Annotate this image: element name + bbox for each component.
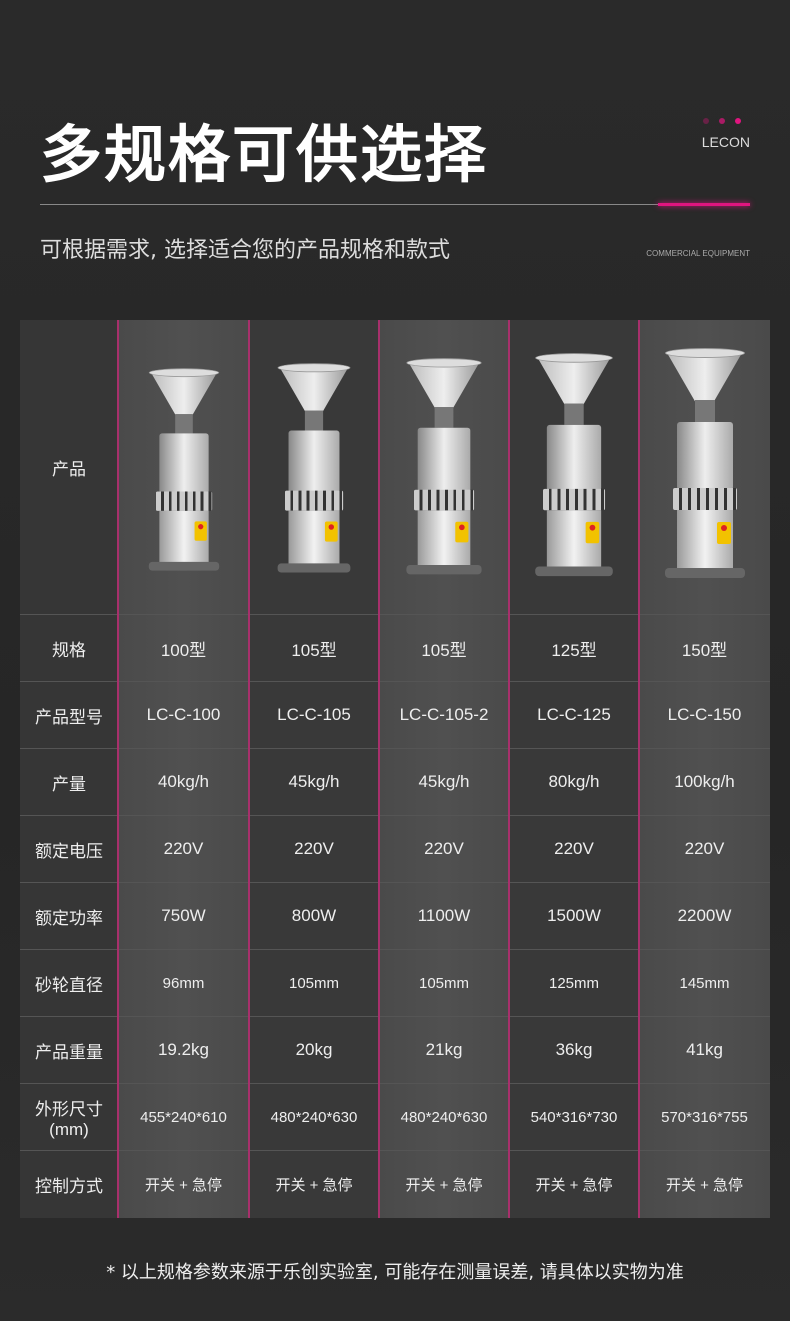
spec-value: 1500W [509, 882, 639, 949]
product-image [639, 320, 770, 614]
grinder-machine-image [397, 353, 491, 588]
accent-divider [658, 203, 750, 206]
spec-value: 45kg/h [379, 748, 509, 815]
spec-value: 80kg/h [509, 748, 639, 815]
row-label: 产品重量 [20, 1016, 118, 1083]
spec-value: 开关 + 急停 [249, 1150, 379, 1218]
spec-value: 1100W [379, 882, 509, 949]
spec-value: 开关 + 急停 [118, 1150, 249, 1218]
column-divider [117, 320, 119, 1218]
spec-value: 220V [509, 815, 639, 882]
product-image [379, 320, 509, 614]
spec-value: 220V [249, 815, 379, 882]
product-image [249, 320, 379, 614]
product-image [118, 320, 249, 614]
spec-value: 125型 [509, 614, 639, 681]
spec-value: LC-C-105-2 [379, 681, 509, 748]
spec-table: 产品 规格 100型 105型 105型 125型 150型 产品型号 LC-C-100 LC-C… [20, 320, 770, 1218]
subtitle: 可根据需求, 选择适合您的产品规格和款式 [40, 238, 450, 263]
row-label: 规格 [20, 614, 118, 681]
decorative-dots [703, 118, 741, 124]
row-label: 砂轮直径 [20, 949, 118, 1016]
spec-value: 41kg [639, 1016, 770, 1083]
spec-value: 480*240*630 [379, 1083, 509, 1150]
row-label: 额定电压 [20, 815, 118, 882]
column-divider [248, 320, 250, 1218]
grinder-machine-image [269, 358, 360, 586]
spec-value: 125mm [509, 949, 639, 1016]
grinder-machine-image [140, 363, 228, 583]
spec-value: 105mm [249, 949, 379, 1016]
spec-value: LC-C-105 [249, 681, 379, 748]
divider [40, 204, 660, 205]
row-label: 产品型号 [20, 681, 118, 748]
brand-logo: LECON [701, 134, 750, 150]
spec-value: 540*316*730 [509, 1083, 639, 1150]
spec-value: 开关 + 急停 [639, 1150, 770, 1218]
spec-value: 开关 + 急停 [379, 1150, 509, 1218]
spec-value: 220V [639, 815, 770, 882]
spec-value: 100kg/h [639, 748, 770, 815]
page-title: 多规格可供选择 [40, 118, 489, 191]
spec-value: 21kg [379, 1016, 509, 1083]
row-label: 产量 [20, 748, 118, 815]
spec-value: 开关 + 急停 [509, 1150, 639, 1218]
spec-value: 570*316*755 [639, 1083, 770, 1150]
spec-value: 220V [379, 815, 509, 882]
spec-value: 19.2kg [118, 1016, 249, 1083]
grinder-machine-image [526, 347, 623, 590]
tagline: COMMERCIAL EQUIPMENT [646, 249, 750, 258]
spec-value: 455*240*610 [118, 1083, 249, 1150]
spec-value: 2200W [639, 882, 770, 949]
row-label: 控制方式 [20, 1150, 118, 1218]
spec-value: 36kg [509, 1016, 639, 1083]
footnote: * 以上规格参数来源于乐创实验室, 可能存在测量误差, 请具体以实物为准 [106, 1262, 684, 1283]
row-label: 产品 [20, 320, 118, 614]
product-image [509, 320, 639, 614]
spec-value: 20kg [249, 1016, 379, 1083]
column-divider [508, 320, 510, 1218]
spec-value: LC-C-125 [509, 681, 639, 748]
spec-value: 45kg/h [249, 748, 379, 815]
spec-value: 105型 [379, 614, 509, 681]
spec-value: 480*240*630 [249, 1083, 379, 1150]
spec-value: 750W [118, 882, 249, 949]
column-divider [378, 320, 380, 1218]
spec-value: LC-C-100 [118, 681, 249, 748]
grinder-machine-image [655, 342, 755, 592]
spec-value: 105型 [249, 614, 379, 681]
spec-value: 150型 [639, 614, 770, 681]
column-divider [638, 320, 640, 1218]
spec-value: 96mm [118, 949, 249, 1016]
spec-value: 40kg/h [118, 748, 249, 815]
spec-value: 145mm [639, 949, 770, 1016]
spec-value: 105mm [379, 949, 509, 1016]
spec-value: LC-C-150 [639, 681, 770, 748]
spec-value: 800W [249, 882, 379, 949]
row-label: 额定功率 [20, 882, 118, 949]
row-label: 外形尺寸 (mm) [20, 1083, 118, 1150]
spec-value: 100型 [118, 614, 249, 681]
spec-value: 220V [118, 815, 249, 882]
